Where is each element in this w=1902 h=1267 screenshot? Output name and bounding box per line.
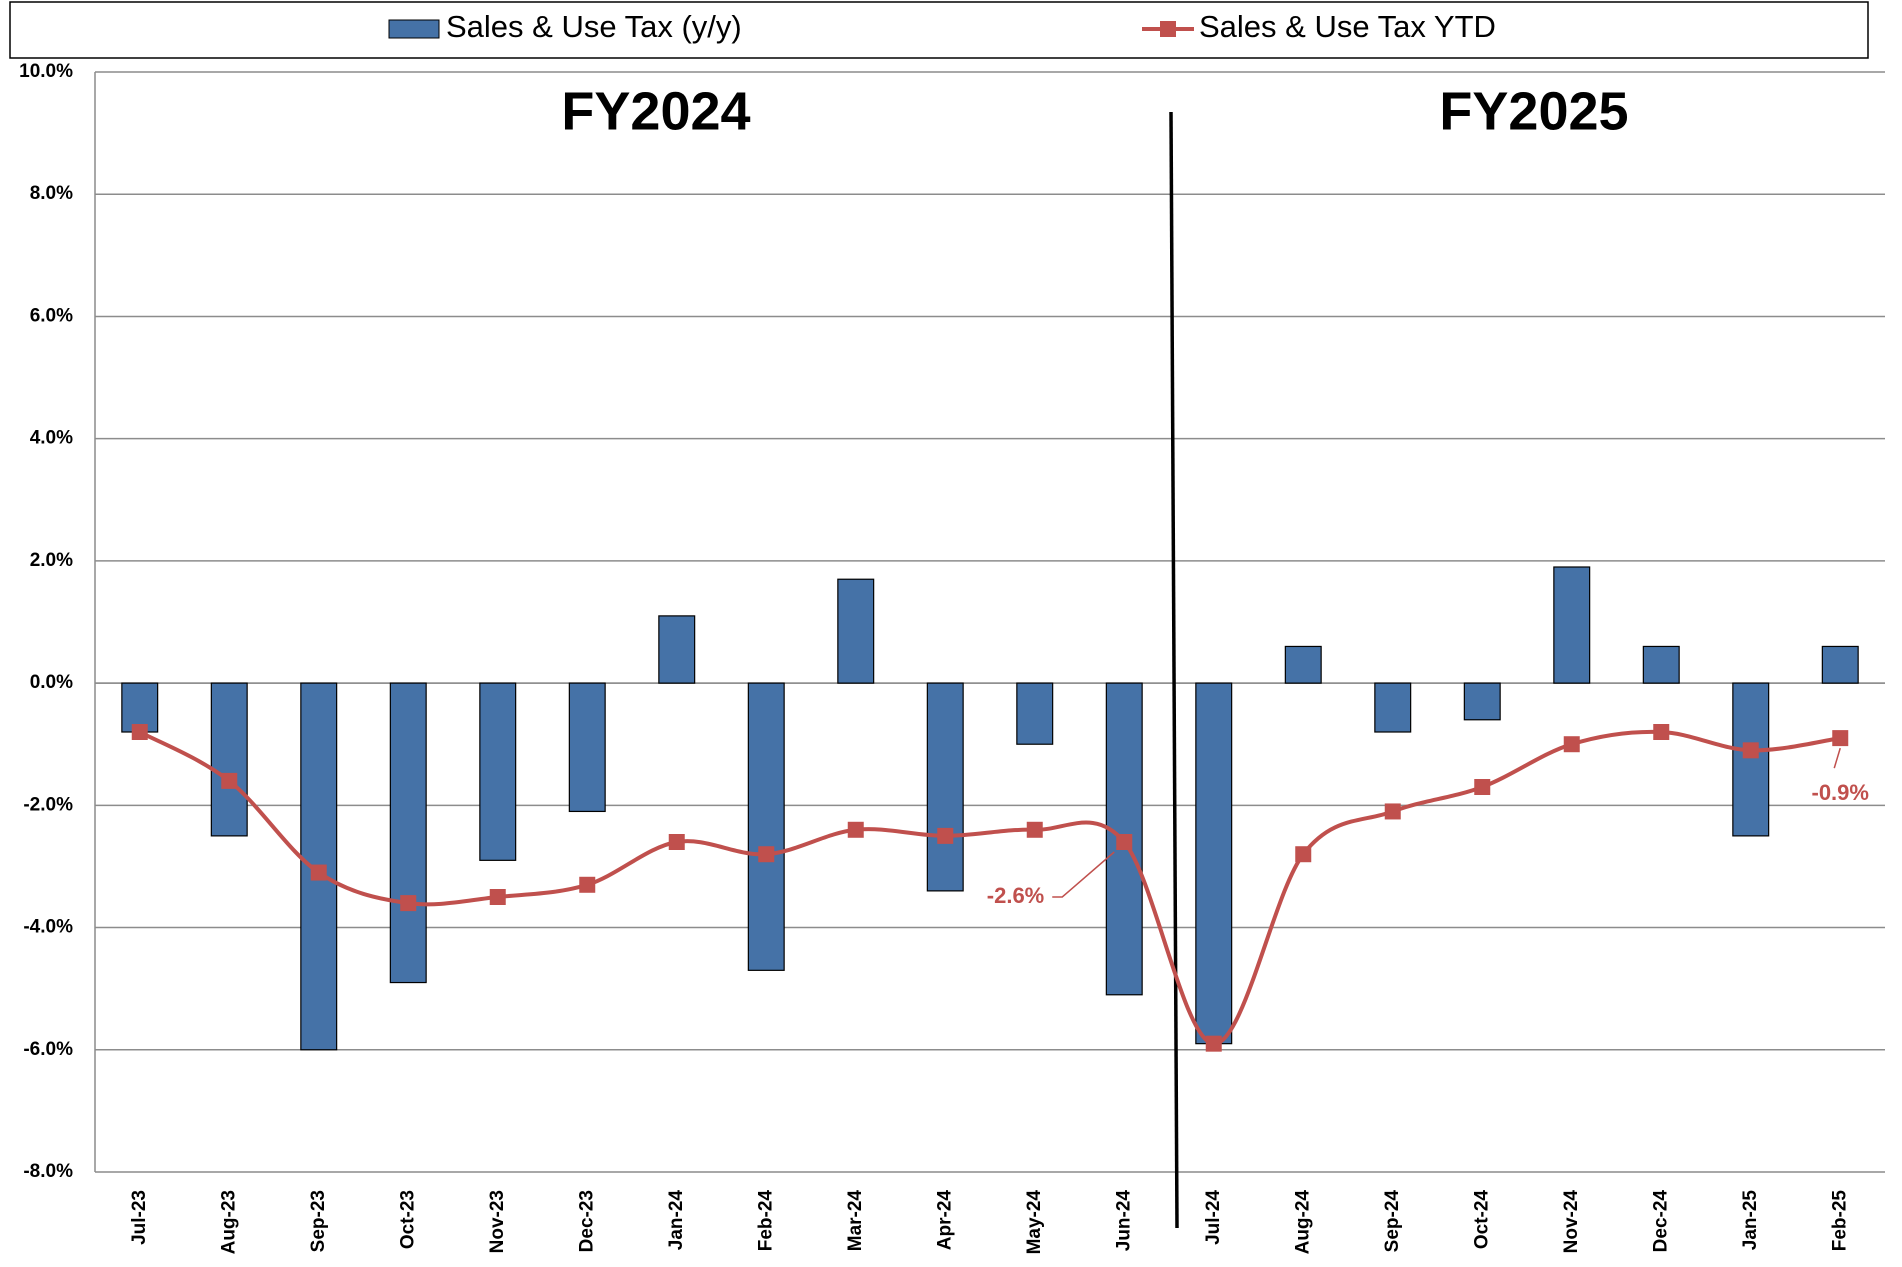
x-tick-label: Sep-23 [308, 1190, 329, 1252]
x-tick-label: Jun-24 [1113, 1190, 1134, 1252]
legend-swatch [1160, 21, 1176, 37]
y-tick-label: 0.0% [30, 672, 73, 693]
x-tick-label: Aug-23 [218, 1190, 239, 1254]
bar [837, 578, 875, 684]
line-marker [131, 724, 148, 740]
line-marker [1563, 736, 1580, 753]
line-marker [1832, 730, 1849, 747]
bar [568, 682, 606, 813]
y-tick-label: -6.0% [23, 1039, 73, 1060]
legend-box [9, 1, 1869, 59]
line-marker [310, 864, 327, 881]
x-tick-label: Jul-23 [129, 1190, 150, 1245]
bar [389, 682, 427, 984]
fy-label: FY2024 [561, 81, 750, 141]
x-tick-label: Oct-24 [1471, 1190, 1492, 1250]
bar [1642, 645, 1680, 684]
line-marker [1653, 724, 1670, 740]
line-marker [937, 827, 954, 844]
bar [1016, 682, 1054, 745]
x-tick-label: Aug-24 [1292, 1190, 1313, 1255]
data-label: -0.9% [1812, 780, 1869, 805]
y-tick-label: -2.0% [23, 794, 73, 815]
x-tick-label: Feb-24 [755, 1190, 776, 1252]
bar [1195, 682, 1233, 1045]
x-tick-label: Jan-24 [666, 1190, 687, 1251]
y-tick-label: -8.0% [23, 1161, 73, 1182]
x-tick-label: Mar-24 [845, 1190, 866, 1252]
bar [1463, 682, 1501, 721]
line-marker [1116, 834, 1133, 850]
leader-line [1833, 747, 1841, 769]
bar [1821, 645, 1859, 684]
y-tick-label: 10.0% [19, 61, 73, 82]
bar [1374, 682, 1412, 733]
x-tick-label: Nov-23 [487, 1190, 508, 1253]
fy-label: FY2025 [1439, 81, 1628, 141]
line-marker [758, 846, 775, 863]
x-tick-label: Feb-25 [1829, 1190, 1850, 1252]
line-marker [1384, 803, 1401, 820]
line-marker [221, 772, 238, 789]
legend-swatch [388, 19, 440, 39]
line-marker [847, 821, 864, 838]
line-marker [1295, 846, 1312, 863]
x-tick-label: Nov-24 [1561, 1190, 1582, 1254]
y-tick-label: 8.0% [30, 183, 73, 204]
x-tick-label: Dec-23 [576, 1190, 597, 1252]
bar [926, 682, 964, 892]
line-marker [1026, 821, 1043, 838]
line-marker [668, 834, 685, 850]
leader-line [1052, 851, 1115, 898]
x-tick-label: Oct-23 [397, 1190, 418, 1249]
bar [658, 615, 696, 684]
y-tick-label: 2.0% [30, 550, 73, 571]
line-marker [1742, 742, 1759, 759]
x-tick-label: Jul-24 [1203, 1190, 1224, 1245]
x-tick-label: Jan-25 [1740, 1190, 1761, 1251]
line-marker [400, 895, 417, 912]
bar [210, 682, 248, 837]
bar [1105, 682, 1143, 996]
y-tick-label: 6.0% [30, 305, 73, 326]
line-marker [579, 876, 596, 893]
bar [747, 682, 785, 971]
y-tick-label: 4.0% [30, 428, 73, 449]
line-marker [489, 889, 506, 905]
y-tick-label: -4.0% [23, 917, 73, 938]
x-tick-label: May-24 [1024, 1190, 1045, 1255]
bar [479, 682, 517, 861]
line-marker [1205, 1035, 1222, 1052]
x-tick-label: Apr-24 [934, 1190, 955, 1251]
line-marker [1474, 779, 1491, 795]
x-tick-label: Sep-24 [1382, 1190, 1403, 1253]
legend-label: Sales & Use Tax YTD [1199, 9, 1496, 44]
bar [1553, 566, 1591, 684]
data-label: -2.6% [987, 883, 1044, 908]
bar [1732, 682, 1770, 837]
bar [1284, 645, 1322, 684]
x-tick-label: Dec-24 [1650, 1190, 1671, 1253]
legend-label: Sales & Use Tax (y/y) [446, 9, 742, 44]
fiscal-divider [1169, 111, 1179, 1229]
bar [121, 682, 159, 733]
